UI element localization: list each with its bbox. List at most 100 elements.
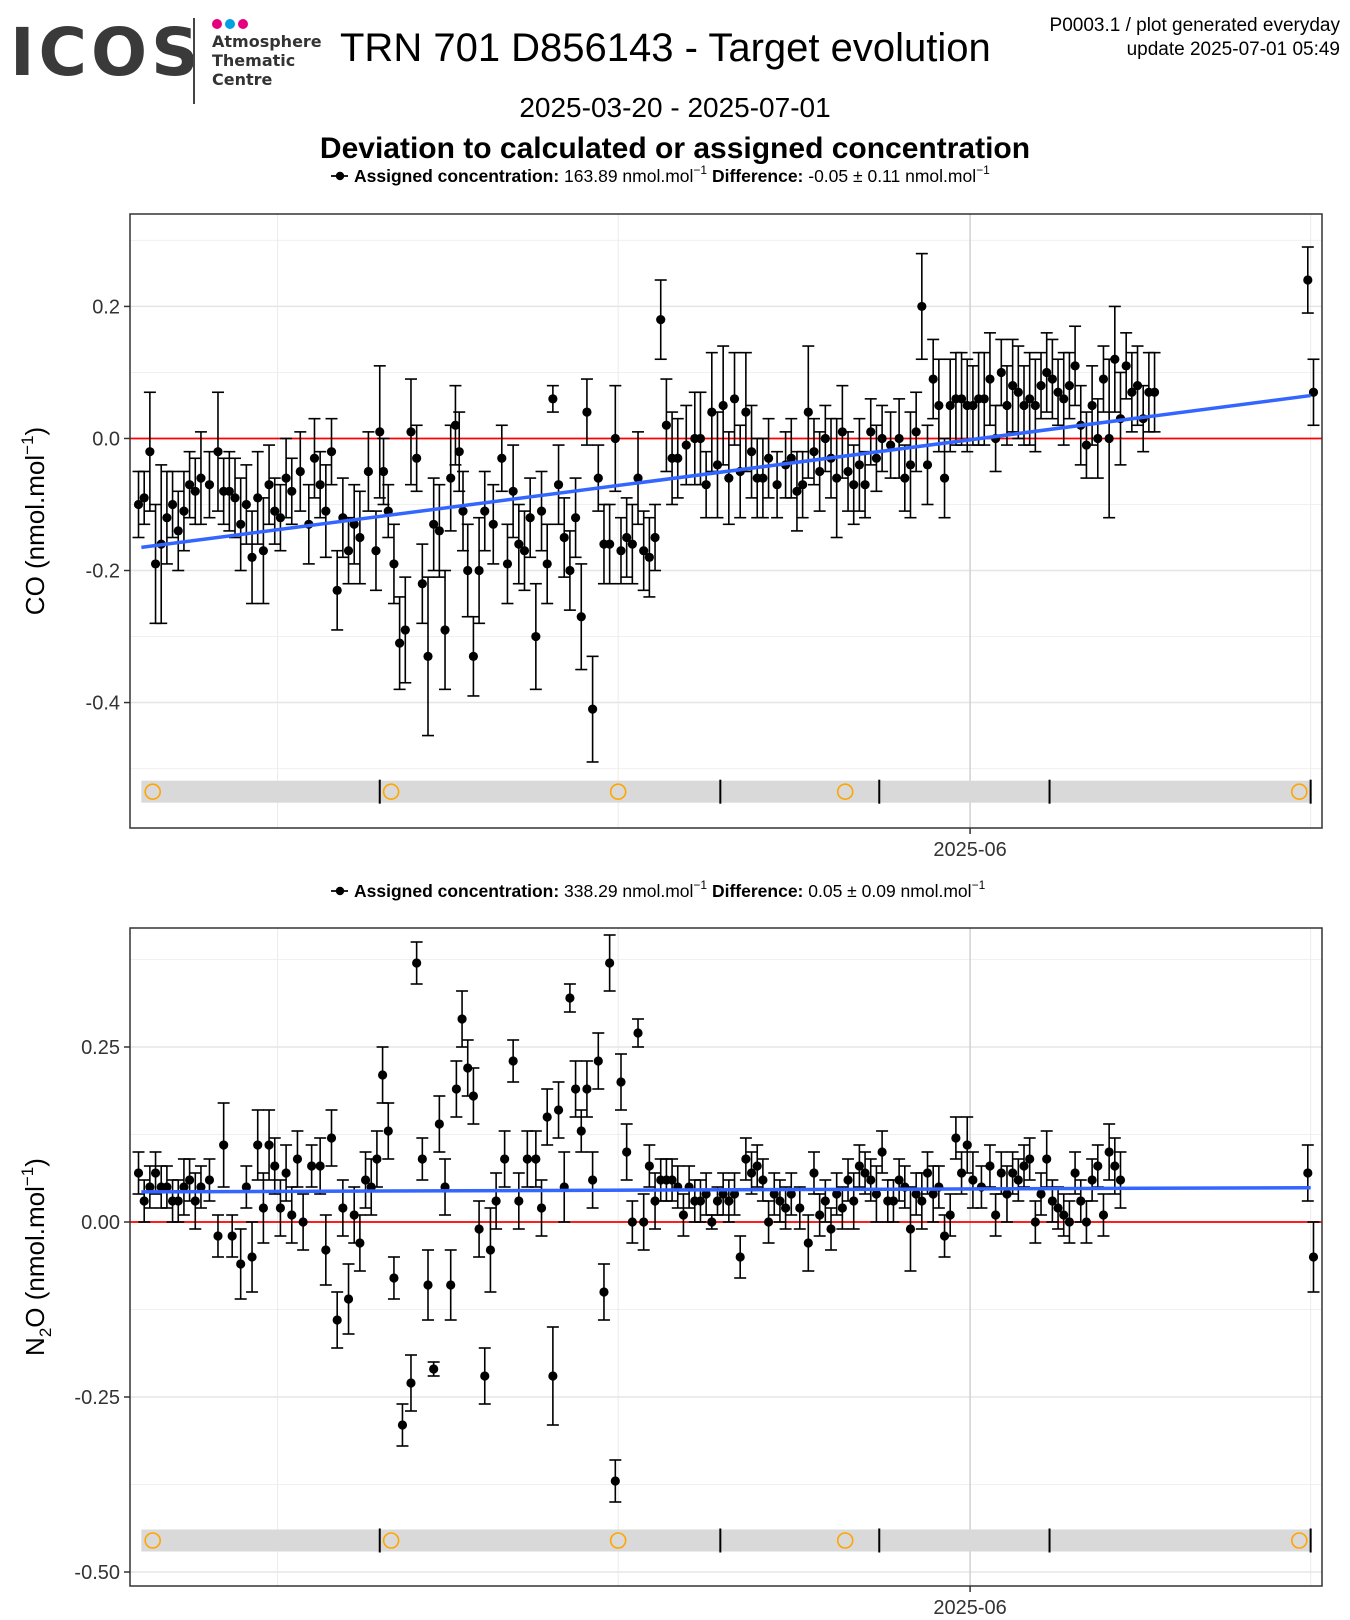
chart1-data-point [843,466,853,477]
chart1-y-axis-label: CO (nmol.mol−1) [18,427,50,615]
chart1-data-point [321,506,331,516]
chart1-data-point [434,526,444,536]
chart2-data-point [1025,1154,1035,1164]
chart2-y-tick-label: -0.25 [74,1387,120,1409]
chart1-data-point [185,480,195,490]
chart1-data-point [985,374,995,384]
chart1-data-point [1098,374,1109,384]
chart1-data-point [661,420,672,430]
chart2-data-point [576,1126,586,1136]
chart1-data-point [241,499,251,510]
chart1-data-point [866,427,876,437]
chart2-data-point [343,1294,354,1304]
chart2-data-point [769,1189,779,1199]
chart2-data-point [1110,1161,1120,1171]
chart1-data-point [956,394,967,404]
logo-divider [193,18,195,104]
chart1-data-point [542,559,552,569]
chart2-data-point [877,1147,887,1157]
chart1-data-point [1064,381,1075,391]
chart1-data-point [1149,387,1160,397]
chart1-data-point [236,519,246,529]
chart1-data-point [270,506,280,516]
chart2-data-point [500,1154,510,1164]
chart2-data-point [752,1161,762,1171]
chart1-data-point [741,407,751,417]
chart2-data-point [1098,1210,1109,1220]
chart1-data-point [622,532,632,543]
chart2-data-point [729,1189,740,1199]
chart1-data-point [355,532,365,543]
chart2-y-tick-label: 0.00 [81,1212,120,1234]
chart1-data-point [343,546,354,556]
chart2-data-point [417,1154,427,1164]
chart2-data-point [372,1154,382,1164]
chart1-data-point [633,473,643,483]
chart2-y-label-sub: 2 [36,1328,55,1337]
chart2-data-point [383,1126,393,1136]
chart2-data-point [588,1175,598,1185]
chart2-data-point [1019,1161,1029,1171]
chart2-data-point [843,1175,853,1185]
chart2-data-point [718,1189,728,1199]
chart2-data-point [548,1371,558,1381]
plot-meta: P0003.1 / plot generated everyday update… [1050,14,1340,62]
chart1-legend-text: Assigned concentration: 163.89 nmol.mol−… [354,163,990,186]
chart2-data-point [332,1315,342,1325]
chart1-data-point [531,631,541,642]
chart2-data-point [695,1196,706,1206]
chart1-data-point [371,546,381,556]
chart1-panel-border [129,213,1323,829]
chart2-data-point [582,1084,592,1094]
logo-dots [212,16,251,34]
chart1-data-point [917,301,927,312]
chart1-data-point [939,473,950,483]
chart1-data-point [150,559,161,569]
chart2-data-point [837,1203,847,1213]
chart1-data-point [900,473,910,483]
chart2-data-point [185,1175,195,1185]
logo-text: ICOS [10,14,203,91]
chart1-data-point [406,427,416,437]
chart2-y-label-main: N [20,1337,50,1356]
chart2-legend-diff-sup: −1 [972,878,986,892]
chart2-data-point [451,1084,461,1094]
chart1-data-point [1110,354,1120,364]
chart2-trend-line [141,1185,1311,1194]
chart2-data-point [145,1182,155,1192]
chart2-data-point [996,1168,1006,1178]
chart1-data-point [412,453,422,463]
chart1-data-point [332,585,342,595]
chart2-data-point [928,1189,938,1199]
chart1-data-point [650,532,660,543]
chart1-y-tick-label: 0.0 [92,428,120,450]
chart1-data-point [247,552,257,562]
chart1-data-point [450,420,461,430]
chart1-data-point [349,519,359,529]
chart2-data-point [162,1182,172,1192]
chart2-data-point [866,1175,876,1185]
chart2-legend-text: Assigned concentration: 338.29 nmol.mol−… [354,878,986,901]
chart2-data-point [1070,1168,1080,1178]
chart2-data-point [522,1154,532,1164]
chart2-data-point [678,1210,689,1220]
chart2-data-point [389,1273,399,1283]
chart1-data-point [363,466,373,477]
chart1-data-point [502,559,513,569]
chart1-data-point [729,394,740,404]
chart2-data-point [1104,1147,1114,1157]
chart2-data-point [264,1140,274,1150]
chart1-data-point [1030,400,1040,411]
chart2-data-point [397,1420,408,1430]
logo-sub-line: Centre [212,70,273,89]
chart2-data-point [1115,1175,1126,1185]
meta-line: P0003.1 / plot generated everyday [1049,15,1340,36]
chart2-data-point [508,1056,518,1066]
chart1-data-point [1025,394,1035,404]
chart2-data-point [1042,1154,1052,1164]
chart2-data-point [1059,1210,1069,1220]
chart1-data-point [905,460,916,470]
chart1-data-point [582,407,592,417]
chart1-data-point [519,546,530,556]
chart2-data-point [377,1070,388,1080]
